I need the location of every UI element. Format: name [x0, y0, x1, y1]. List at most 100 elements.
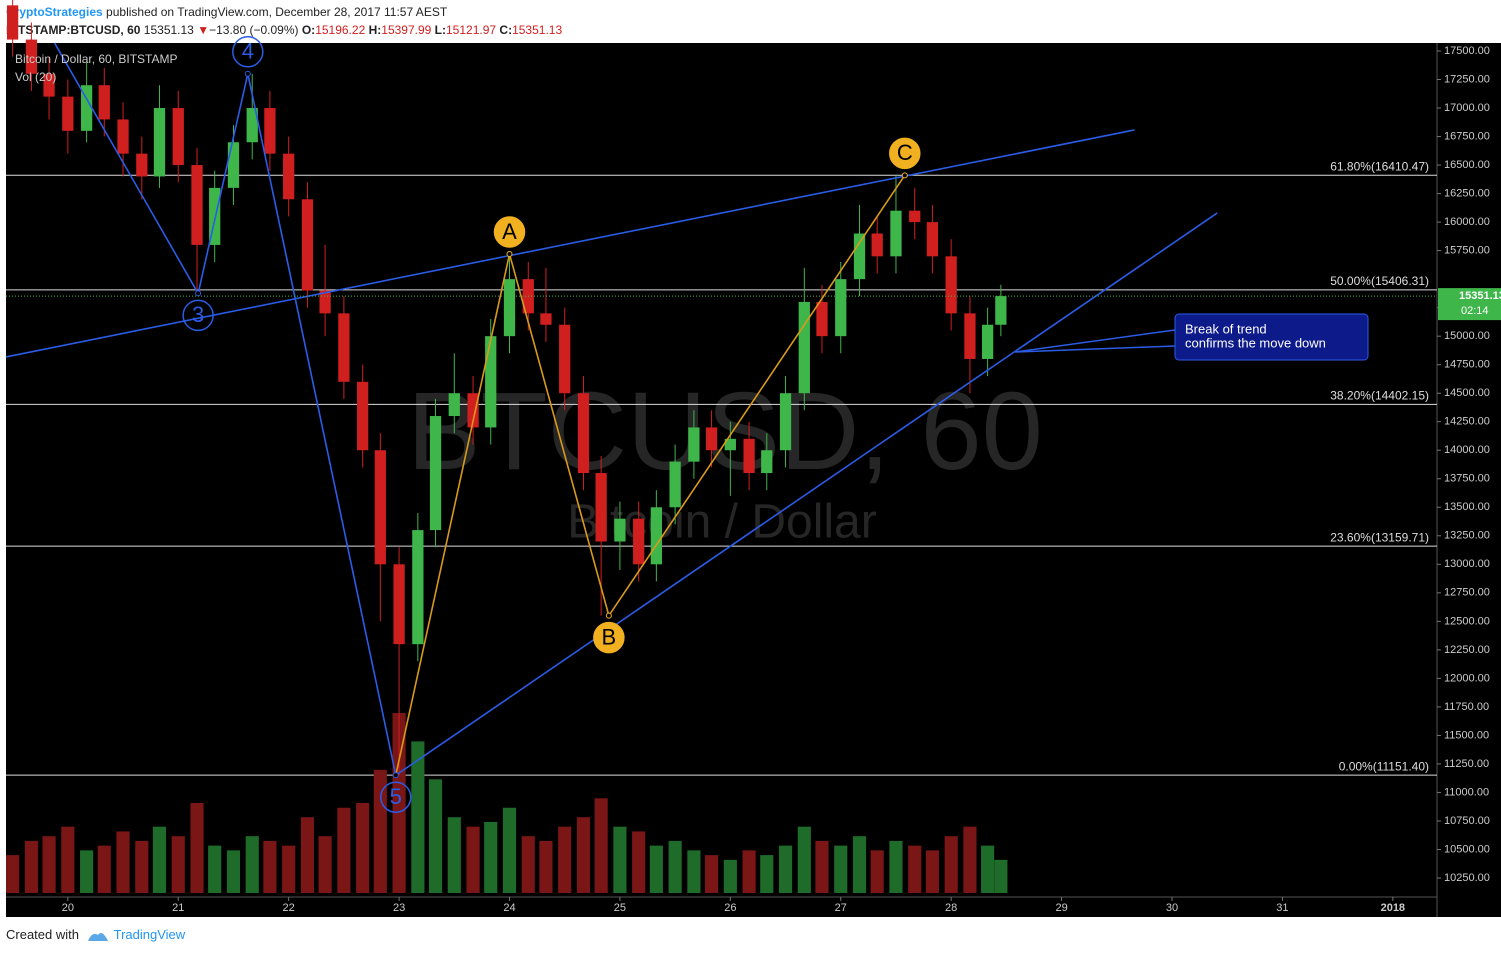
- open: 15196.22: [315, 23, 366, 37]
- candle-body: [559, 324, 571, 394]
- annotation-box: [1174, 313, 1369, 361]
- candle-body: [393, 564, 405, 645]
- y-tick-label: 16750.00: [1444, 130, 1490, 142]
- volume-bar: [963, 826, 977, 893]
- candle-body: [80, 85, 93, 131]
- y-tick-label: 12500.00: [1444, 615, 1490, 627]
- fib-label: 50.00%(15406.31): [1330, 274, 1429, 288]
- volume-bar: [742, 850, 756, 893]
- wave-label: 3: [192, 302, 204, 327]
- x-tick-label: 27: [835, 902, 847, 914]
- x-tick-label: 31: [1276, 902, 1288, 914]
- wave-point: [506, 251, 513, 258]
- volume-bar: [778, 845, 793, 893]
- volume-bar: [6, 855, 20, 893]
- volume-bar: [245, 836, 259, 893]
- watermark-sub: Bitcoin / Dollar: [567, 496, 876, 549]
- candle-body: [614, 518, 626, 542]
- candle-body: [779, 393, 792, 451]
- candle-body: [357, 381, 369, 451]
- author[interactable]: CryptoStrategies: [6, 5, 103, 19]
- volume-bar: [981, 845, 995, 893]
- low: 15121.97: [446, 23, 497, 37]
- candle-body: [964, 313, 976, 359]
- volume-bar: [723, 859, 737, 893]
- volume-label: Vol (20): [15, 70, 56, 84]
- candle-body: [540, 313, 552, 325]
- arrow: ▼: [197, 23, 210, 37]
- annotation-pointer: [1014, 329, 1176, 353]
- volume-bar: [539, 840, 553, 893]
- o-label: O:: [301, 23, 316, 37]
- volume-bar: [373, 769, 387, 893]
- header: CryptoStrategies published on TradingVie…: [6, 3, 562, 39]
- wave-circle: [232, 36, 264, 68]
- y-tick-label: 14750.00: [1444, 359, 1490, 371]
- candle-body: [412, 530, 424, 645]
- volume-bar: [797, 826, 811, 893]
- logo: [88, 932, 109, 941]
- y-tick-label: 10750.00: [1444, 815, 1490, 827]
- candle-body: [577, 393, 590, 474]
- y-tick-label: 10500.00: [1444, 843, 1490, 855]
- y-tick-label: 12250.00: [1444, 644, 1490, 656]
- candle-body: [338, 313, 350, 382]
- x-tick-label: 24: [503, 902, 515, 914]
- candle-body: [448, 393, 460, 417]
- candle-body: [264, 108, 276, 154]
- candle-body: [283, 153, 295, 200]
- volume-bar: [116, 831, 130, 893]
- volume-bar: [925, 850, 939, 893]
- candle-body: [467, 393, 479, 428]
- x-tick-label: 30: [1166, 902, 1178, 914]
- wave-point: [901, 172, 908, 179]
- high: 15397.99: [381, 23, 432, 37]
- x-tick-label: 23: [393, 902, 405, 914]
- y-tick-label: 16500.00: [1444, 159, 1490, 171]
- volume-bar: [852, 836, 867, 893]
- y-tick-label: 11750.00: [1444, 701, 1489, 713]
- y-tick-label: 12000.00: [1444, 672, 1490, 684]
- candle-body: [503, 279, 516, 337]
- y-tick-label: 16250.00: [1444, 187, 1490, 199]
- wave-label: 5: [390, 784, 402, 809]
- candle-body: [853, 233, 866, 280]
- correction-line: [394, 174, 906, 776]
- y-tick-label: 13500.00: [1444, 501, 1490, 513]
- volume-bar: [42, 836, 56, 893]
- candle-body: [945, 256, 957, 314]
- y-tick-label: 14500.00: [1444, 387, 1490, 399]
- header-line: CryptoStrategies published on TradingVie…: [6, 3, 562, 21]
- volume-bar: [171, 836, 185, 893]
- candle-body: [633, 518, 645, 565]
- candle-body: [724, 438, 736, 451]
- brand[interactable]: TradingView: [113, 927, 186, 942]
- candle-body: [688, 427, 700, 462]
- candle-body: [43, 73, 55, 97]
- volume-bar: [502, 807, 517, 893]
- candle-body: [209, 187, 221, 245]
- volume-bar: [61, 826, 75, 893]
- chart: BTCUSD, 60 Bitcoin / Dollar 10250.00 1050…: [5, 0, 1501, 917]
- annotation-line: confirms the move down: [1185, 335, 1326, 350]
- volume-bar: [889, 840, 903, 893]
- volume-bar: [152, 826, 167, 893]
- volume-bar: [282, 845, 296, 893]
- symbol: BITSTAMP:BTCUSD, 60: [6, 23, 141, 37]
- created: Created with: [6, 927, 79, 942]
- wave-point: [244, 70, 251, 77]
- trend-line: [5, 129, 1135, 358]
- candle-body: [669, 461, 681, 508]
- volume-bar: [24, 840, 38, 893]
- watermark-text: BTCUSD, 60: [407, 370, 1043, 493]
- trend-line: [395, 212, 1218, 776]
- chart-bg: [6, 43, 1501, 917]
- volume-bar: [594, 798, 608, 893]
- x-tick-label: 2018: [1381, 902, 1405, 914]
- price-tag-bg: [1438, 288, 1501, 321]
- candle-body: [319, 290, 331, 314]
- candle-body: [705, 427, 718, 451]
- y-tick-label: 14250.00: [1444, 416, 1490, 428]
- wave-circle: [182, 299, 214, 332]
